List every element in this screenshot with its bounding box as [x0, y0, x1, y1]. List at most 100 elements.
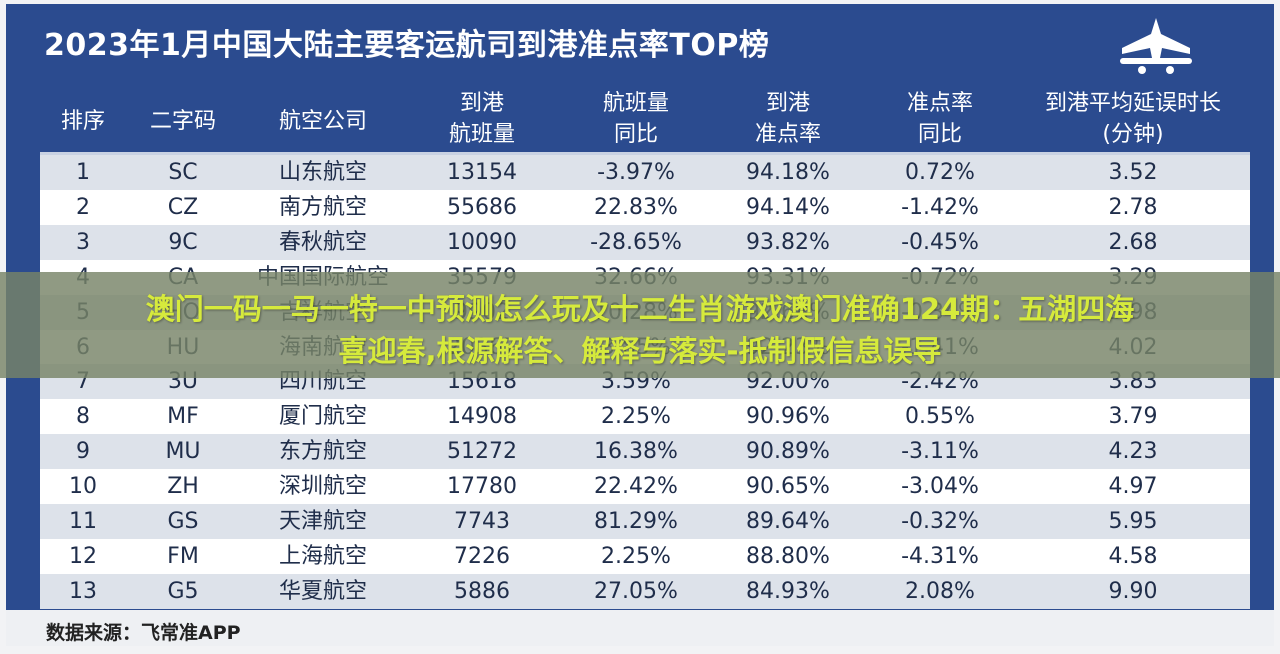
- table-cell: 90.65%: [746, 474, 830, 500]
- table-cell: 华夏航空: [278, 578, 367, 604]
- table-cell: 13: [69, 578, 97, 604]
- table-cell: 13154: [447, 160, 517, 185]
- table-cell: -4.31%: [901, 543, 979, 569]
- table-cell: -3.11%: [901, 439, 979, 465]
- table-cell: 5.95: [1108, 509, 1158, 534]
- table-cell: -3.97%: [597, 160, 675, 185]
- table-row: 12 FM 上海航空 7226 2.25% 88.80% -4.31% 4.58: [40, 538, 1250, 574]
- source-note: 数据来源：飞常准APP: [46, 622, 241, 644]
- table-cell: 9: [76, 439, 90, 465]
- table-row: 9 MU 东方航空 51272 16.38% 90.89% -3.11% 4.23: [40, 434, 1250, 470]
- table-cell: 90.96%: [746, 404, 830, 430]
- table-cell: ZH: [167, 474, 199, 500]
- table-cell: 东方航空: [278, 439, 367, 465]
- table-cell: 厦门航空: [278, 404, 367, 430]
- table-cell: 10090: [447, 229, 517, 255]
- table-cell: 3: [76, 229, 90, 255]
- table-cell: 4.58: [1108, 543, 1158, 569]
- table-row: 3 9C 春秋航空 10090 -28.65% 93.82% -0.45% 2.68: [40, 224, 1250, 260]
- table-cell: 4.23: [1108, 439, 1158, 465]
- column-header: 同比: [917, 122, 962, 147]
- table-cell: 93.82%: [746, 229, 830, 255]
- column-header: 航班量: [448, 122, 515, 147]
- table-cell: -1.42%: [901, 194, 979, 220]
- table-cell: 27.05%: [594, 578, 678, 604]
- table-cell: 上海航空: [278, 543, 367, 569]
- column-header: 准点率: [906, 91, 973, 116]
- title: 2023年1月中国大陆主要客运航司到港准点率TOP榜: [44, 28, 770, 63]
- column-header: 排序: [60, 109, 105, 134]
- column-header: 到港平均延误时长: [1044, 91, 1221, 116]
- table-cell: 7743: [454, 509, 510, 534]
- table-cell: 0.55%: [905, 404, 975, 430]
- overlay-text: 喜迎春,根源解答、解释与落实-抵制假信息误导: [338, 334, 942, 368]
- table-cell: 84.93%: [746, 578, 830, 604]
- table-cell: 51272: [447, 439, 517, 465]
- table-cell: 14908: [447, 404, 517, 430]
- table-cell: 89.64%: [746, 509, 830, 534]
- table-cell: 2.78: [1108, 194, 1158, 220]
- table-row: 2 CZ 南方航空 55686 22.83% 94.14% -1.42% 2.78: [40, 189, 1250, 225]
- table-cell: 0.72%: [905, 160, 975, 185]
- table-cell: 81.29%: [594, 509, 678, 534]
- table-cell: 16.38%: [594, 439, 678, 465]
- table-cell: MU: [165, 439, 201, 465]
- table-cell: 11: [69, 509, 97, 534]
- table-cell: 4.97: [1108, 474, 1158, 500]
- table-cell: 94.14%: [746, 194, 830, 220]
- table-row: 13 G5 华夏航空 5886 27.05% 84.93% 2.08% 9.90: [40, 573, 1250, 609]
- column-header: 航班量: [602, 91, 669, 116]
- table-cell: 17780: [447, 474, 517, 500]
- table-row: 11 GS 天津航空 7743 81.29% 89.64% -0.32% 5.95: [40, 504, 1250, 539]
- table-cell: 3.52: [1108, 160, 1158, 185]
- column-header: 到港: [765, 91, 810, 116]
- table-cell: G5: [167, 578, 199, 604]
- table-cell: 9C: [168, 229, 198, 255]
- table-cell: 22.42%: [594, 474, 678, 500]
- table-row: 8 MF 厦门航空 14908 2.25% 90.96% 0.55% 3.79: [40, 399, 1250, 435]
- table-row: 1 SC 山东航空 13154 -3.97% 94.18% 0.72% 3.52: [40, 155, 1250, 190]
- table-cell: MF: [167, 404, 199, 430]
- table-cell: 山东航空: [278, 160, 367, 185]
- table-cell: 88.80%: [746, 543, 830, 569]
- table-cell: 94.18%: [746, 160, 830, 185]
- table-cell: GS: [167, 509, 199, 534]
- table-cell: -0.32%: [901, 509, 979, 534]
- table-cell: 春秋航空: [278, 229, 367, 255]
- table-cell: 9.90: [1108, 578, 1158, 604]
- table-cell: 55686: [447, 194, 517, 220]
- table-row: 10 ZH 深圳航空 17780 22.42% 90.65% -3.04% 4.97: [40, 469, 1250, 505]
- table-cell: FM: [167, 543, 199, 569]
- table-cell: 2.08%: [905, 578, 975, 604]
- column-header: 到港: [459, 91, 504, 116]
- table-cell: 2.25%: [601, 404, 671, 430]
- table-cell: 12: [69, 543, 97, 569]
- column-header: 准点率: [754, 122, 821, 147]
- table-cell: 深圳航空: [278, 474, 367, 500]
- table-cell: CZ: [167, 194, 199, 220]
- table-cell: -3.04%: [901, 474, 979, 500]
- column-header: 二字码: [149, 109, 216, 134]
- table-cell: SC: [168, 160, 198, 185]
- table-cell: 7226: [454, 543, 510, 569]
- table-cell: -28.65%: [590, 229, 682, 255]
- table-cell: 2.25%: [601, 543, 671, 569]
- table-cell: -0.45%: [901, 229, 979, 255]
- column-header: 航空公司: [278, 109, 367, 134]
- overlay-banner: 澳门一码一马一特一中预测怎么玩及十二生肖游戏澳门准确124期：五湖四海 喜迎春,…: [0, 272, 1280, 378]
- table-cell: 3.79: [1108, 404, 1158, 430]
- table-cell: 10: [69, 474, 97, 500]
- table-cell: 22.83%: [594, 194, 678, 220]
- column-header: (分钟): [1102, 122, 1164, 147]
- table-cell: 8: [76, 404, 90, 430]
- table-cell: 天津航空: [278, 509, 367, 534]
- plane-icon: [1120, 18, 1192, 74]
- column-header: 同比: [613, 122, 658, 147]
- overlay-text: 澳门一码一马一特一中预测怎么玩及十二生肖游戏澳门准确124期：五湖四海: [145, 292, 1135, 326]
- table-cell: 南方航空: [278, 194, 367, 220]
- table-cell: 2.68: [1108, 229, 1158, 255]
- table-cell: 2: [76, 194, 90, 220]
- table-cell: 5886: [454, 578, 510, 604]
- header-divider: [40, 152, 1250, 155]
